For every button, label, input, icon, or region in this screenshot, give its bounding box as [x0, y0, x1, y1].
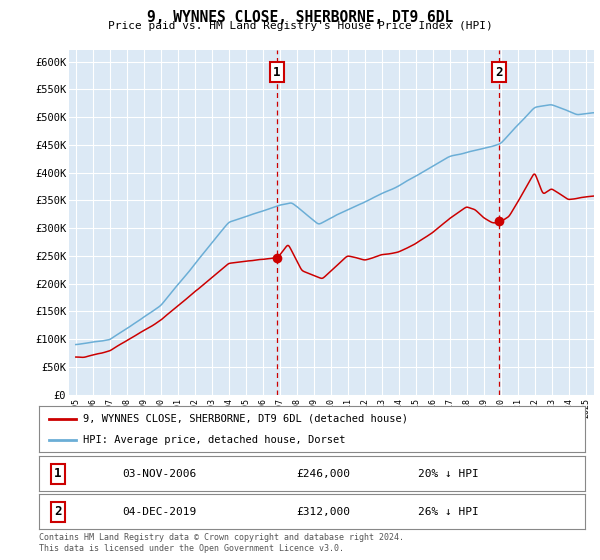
Text: 2: 2: [55, 505, 62, 519]
Text: HPI: Average price, detached house, Dorset: HPI: Average price, detached house, Dors…: [83, 435, 345, 445]
Text: 2: 2: [496, 66, 503, 79]
Text: £246,000: £246,000: [296, 469, 350, 479]
Text: Price paid vs. HM Land Registry's House Price Index (HPI): Price paid vs. HM Land Registry's House …: [107, 21, 493, 31]
Text: £312,000: £312,000: [296, 507, 350, 517]
Text: 9, WYNNES CLOSE, SHERBORNE, DT9 6DL (detached house): 9, WYNNES CLOSE, SHERBORNE, DT9 6DL (det…: [83, 414, 407, 424]
Text: 20% ↓ HPI: 20% ↓ HPI: [418, 469, 479, 479]
Text: Contains HM Land Registry data © Crown copyright and database right 2024.
This d: Contains HM Land Registry data © Crown c…: [39, 533, 404, 553]
Text: 03-NOV-2006: 03-NOV-2006: [122, 469, 196, 479]
Text: 26% ↓ HPI: 26% ↓ HPI: [418, 507, 479, 517]
Text: 9, WYNNES CLOSE, SHERBORNE, DT9 6DL: 9, WYNNES CLOSE, SHERBORNE, DT9 6DL: [147, 10, 453, 25]
Text: 04-DEC-2019: 04-DEC-2019: [122, 507, 196, 517]
Text: 1: 1: [273, 66, 281, 79]
Text: 1: 1: [55, 467, 62, 480]
